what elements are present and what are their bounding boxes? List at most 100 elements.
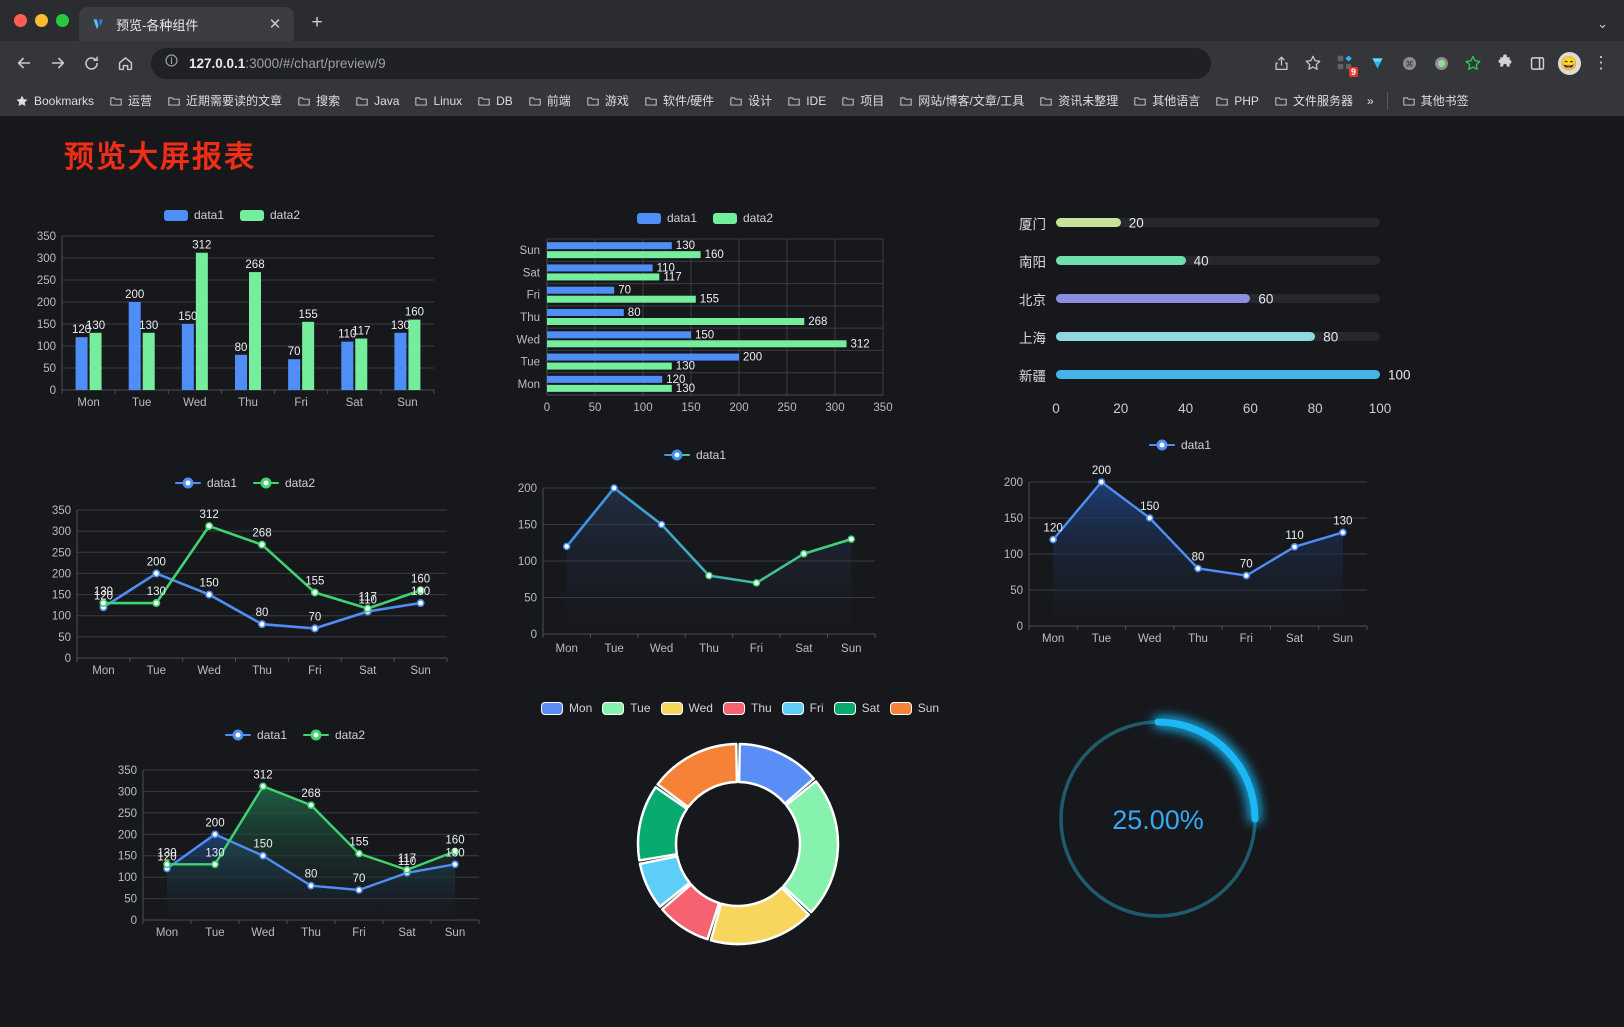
data-point[interactable] [416,599,425,608]
data-point[interactable] [1194,564,1202,573]
chart-gauge[interactable]: 25.00% [1040,701,1280,951]
chart-bar-vertical[interactable]: data1 data2 120 130 200 130 150 312 80 268 70 155… [22,208,442,438]
bookmark-folder[interactable]: 项目 [834,89,891,112]
data-point[interactable] [99,599,108,608]
bar[interactable] [302,321,315,390]
address-bar[interactable]: 127.0.0.1:3000/#/chart/preview/9 [151,47,1211,79]
bar[interactable] [75,337,88,390]
bar[interactable] [394,332,407,390]
data-point[interactable] [211,860,219,869]
puzzle-icon[interactable] [1490,48,1520,78]
pie-slice[interactable] [709,886,811,946]
bookmark-folder[interactable]: DB [470,91,520,111]
progress-row[interactable]: 新疆 100 [1000,363,1411,386]
chart-area-single[interactable]: data1 120 200 150 80 70 110 130 0 50 100 150 200 Mon… [985,438,1375,673]
data-point[interactable] [1097,478,1106,486]
legend-item-data1[interactable]: data1 [1148,438,1211,452]
bar[interactable] [547,286,615,294]
data-point[interactable] [307,881,315,890]
bar[interactable] [547,273,660,281]
bookmark-folder[interactable]: 运营 [102,89,159,112]
data-point[interactable] [163,860,171,869]
legend-item-data1[interactable]: data1 [224,728,287,742]
bar[interactable] [142,332,155,390]
bar[interactable] [181,324,194,390]
data-point[interactable] [562,542,571,551]
other-bookmarks-folder[interactable]: 其他书签 [1395,89,1476,112]
legend-item-mon[interactable]: Mon [540,701,592,715]
legend-item-wed[interactable]: Wed [660,701,713,715]
legend-item-thu[interactable]: Thu [722,701,772,715]
pie-slice[interactable] [636,785,689,862]
close-icon[interactable]: ✕ [268,15,282,33]
legend-item-data2[interactable]: data2 [303,728,365,742]
bar[interactable] [547,362,672,370]
legend-item-data1[interactable]: data1 [163,208,224,222]
bar[interactable] [547,340,847,348]
extension-grid-icon[interactable]: 9 [1330,48,1360,78]
data-point[interactable] [310,624,319,633]
bar[interactable] [547,384,672,392]
bar[interactable] [547,251,701,259]
data-point[interactable] [1290,543,1299,551]
data-point[interactable] [800,549,808,558]
gear-globe-icon[interactable]: ⌘ [1394,48,1424,78]
bar[interactable] [547,264,653,272]
bookmark-folder[interactable]: IDE [780,91,833,111]
progress-track[interactable]: 80 [1056,329,1380,344]
bar[interactable] [128,302,141,390]
profile-avatar[interactable]: 😄 [1554,48,1584,78]
home-button[interactable] [110,48,141,79]
bar[interactable] [547,309,624,316]
data-point[interactable] [258,540,267,549]
chart-progress-bars[interactable]: 厦门 20 南阳 40 北京 60 上海 80 新疆 100 0 20 40 60 80 100 [1000,211,1411,451]
chart-line-gradient[interactable]: data1 0 50 100 150 200 Mon Tue Wed Thu Fri Sat Sun [495,448,895,678]
bookmark-folder[interactable]: 资讯未整理 [1032,89,1125,112]
three-dot-menu-icon[interactable]: ⋮ [1592,53,1610,72]
data-point[interactable] [847,535,856,543]
chart-donut[interactable]: Mon Tue Wed Thu Fri Sat Sun [530,701,950,991]
bar[interactable] [249,272,261,390]
data-point[interactable] [205,522,214,531]
progress-track[interactable]: 40 [1056,253,1380,268]
data-point[interactable] [310,588,319,597]
bookmark-folder[interactable]: 软件/硬件 [637,89,721,112]
data-point[interactable] [152,599,161,608]
data-point[interactable] [1145,514,1154,522]
pie-slice[interactable] [737,742,815,805]
data-point[interactable] [152,569,161,578]
back-button[interactable] [8,48,39,79]
legend-item-tue[interactable]: Tue [602,701,651,715]
green-circle-icon[interactable] [1426,48,1456,78]
bookmark-folder[interactable]: Linux [407,91,469,111]
legend-item-sat[interactable]: Sat [833,701,880,715]
progress-track[interactable]: 20 [1056,215,1380,230]
bookmark-folder[interactable]: 网站/博客/文章/工具 [892,89,1031,112]
sidebar-icon[interactable] [1522,48,1552,78]
progress-row[interactable]: 厦门 20 [1000,211,1380,234]
diamond-icon[interactable] [1362,48,1392,78]
data-point[interactable] [403,866,411,874]
legend-item-data2[interactable]: data2 [713,211,773,225]
pie-slice[interactable] [638,855,691,908]
bookmark-folder[interactable]: Java [348,91,406,111]
bookmark-folder[interactable]: 搜索 [290,89,347,112]
data-point[interactable] [211,830,219,839]
data-point[interactable] [355,849,363,858]
data-point[interactable] [363,604,372,613]
pie-slice[interactable] [656,742,739,809]
data-point[interactable] [705,571,713,580]
chevron-down-icon[interactable]: ⌄ [1597,16,1608,31]
bookmark-folder[interactable]: 其他语言 [1126,89,1207,112]
bar[interactable] [547,353,739,361]
share-icon[interactable] [1266,48,1296,78]
pie-slice[interactable] [782,780,840,914]
data-point[interactable] [610,484,618,492]
chart-line-dual[interactable]: data1 data2 120 200 150 80 70 110 130 130 130 312… [35,476,455,706]
bookmark-folder[interactable]: 游戏 [579,89,636,112]
data-point[interactable] [1339,528,1347,537]
bookmarks-overflow-button[interactable]: » [1366,93,1374,108]
data-point[interactable] [205,590,214,599]
progress-track[interactable]: 100 [1056,367,1411,382]
close-window-button[interactable] [14,14,27,27]
